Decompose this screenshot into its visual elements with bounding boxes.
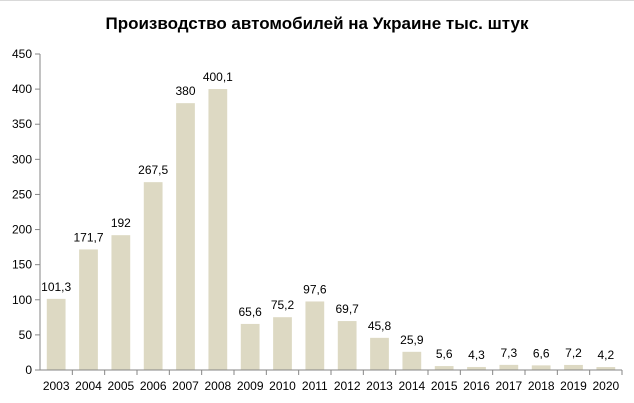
data-label-2018: 6,6: [533, 346, 550, 360]
x-tick-label-2009: 2009: [237, 379, 264, 393]
y-tick-label: 450: [12, 47, 32, 61]
data-label-2003: 101,3: [41, 280, 71, 294]
x-tick-label-2019: 2019: [560, 379, 587, 393]
bar-2020: [596, 367, 616, 370]
y-tick-label: 350: [12, 117, 32, 131]
data-label-2011: 97,6: [303, 282, 327, 296]
chart-title: Производство автомобилей на Украине тыс.…: [105, 14, 529, 33]
y-tick-label: 400: [12, 82, 32, 96]
bar-2007: [176, 103, 195, 371]
data-label-2019: 7,2: [565, 346, 582, 360]
data-label-2009: 65,6: [238, 305, 262, 319]
x-axis-tick-labels: 2003 2004 2005 2006 2007 2008 2009 2010 2011 2012…: [43, 370, 623, 393]
bar-2011: [305, 301, 325, 370]
data-label-2006: 267,5: [138, 163, 168, 177]
x-tick-label-2011: 2011: [302, 379, 328, 393]
data-label-2010: 75,2: [271, 298, 295, 312]
x-tick-label-2008: 2008: [204, 379, 231, 393]
top-border-line: [0, 0, 634, 1]
bar-2019: [564, 364, 583, 370]
data-label-2014: 25,9: [400, 333, 424, 347]
bar-2014: [402, 351, 422, 370]
x-tick-label-2016: 2016: [463, 379, 490, 393]
data-label-2015: 5,6: [436, 347, 453, 361]
x-tick-label-2004: 2004: [75, 379, 102, 393]
x-tick-label-2017: 2017: [495, 379, 522, 393]
data-label-2007: 380: [175, 84, 195, 98]
y-tick-label: 250: [12, 187, 32, 201]
bar-2016: [467, 366, 486, 370]
bar-2013: [370, 337, 389, 370]
y-tick-label: 150: [12, 258, 32, 272]
y-tick-label: 0: [25, 363, 32, 377]
data-label-2013: 45,8: [368, 319, 392, 333]
data-label-2005: 192: [111, 216, 131, 230]
data-labels: 101,3 171,7 192 267,5 380 400,1 65,6 75,2 97,6 69…: [41, 70, 614, 362]
y-tick-label: 200: [12, 223, 32, 237]
x-tick-label-2010: 2010: [269, 379, 296, 393]
y-axis-ticks: 0 50 100 150 200 250 300 350 400 450: [12, 47, 40, 377]
bar-2015: [434, 366, 454, 370]
bar-2017: [499, 364, 519, 370]
x-tick-label-2013: 2013: [366, 379, 393, 393]
x-tick-label-2015: 2015: [431, 379, 458, 393]
bar-2018: [531, 365, 551, 370]
data-label-2012: 69,7: [335, 302, 359, 316]
data-label-2016: 4,3: [468, 348, 485, 362]
y-tick-label: 50: [19, 328, 33, 342]
bar-2008: [208, 89, 228, 370]
bar-2010: [273, 317, 292, 370]
x-tick-label-2018: 2018: [528, 379, 555, 393]
x-tick-label-2014: 2014: [398, 379, 425, 393]
bar-2003: [46, 298, 66, 370]
data-label-2008: 400,1: [203, 70, 233, 84]
x-tick-label-2003: 2003: [43, 379, 70, 393]
data-label-2004: 171,7: [73, 230, 103, 244]
data-label-2020: 4,2: [597, 348, 614, 362]
bar-2009: [240, 323, 260, 370]
bars: [46, 89, 616, 371]
x-tick-label-2020: 2020: [592, 379, 619, 393]
data-label-2017: 7,3: [500, 346, 517, 360]
bar-2006: [143, 182, 163, 370]
bar-2012: [337, 321, 357, 370]
x-tick-label-2005: 2005: [107, 379, 134, 393]
y-tick-label: 300: [12, 152, 32, 166]
x-tick-label-2007: 2007: [172, 379, 199, 393]
y-tick-label: 100: [12, 293, 32, 307]
bar-2005: [111, 235, 131, 370]
x-tick-label-2006: 2006: [140, 379, 167, 393]
bar-2004: [79, 249, 98, 370]
x-tick-label-2012: 2012: [334, 379, 361, 393]
